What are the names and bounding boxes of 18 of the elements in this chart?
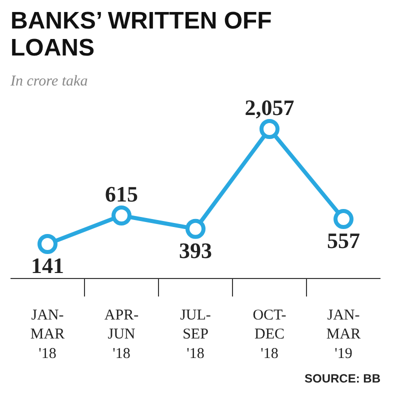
source-note: SOURCE: BB [304,372,381,386]
point [112,206,132,226]
point [38,234,58,254]
data-label: 393 [179,238,212,263]
x-tick-label: JUL-SEP '18 [180,308,211,362]
data-label: 615 [105,182,138,207]
data-label: 2,057 [244,95,294,120]
point [186,218,206,239]
data-label: 141 [31,253,64,278]
x-tick-label: JAN-MAR '19 [326,308,361,362]
x-tick-label: APR-JUN '18 [104,308,139,362]
x-tick-label: OCT-DEC '18 [252,308,286,362]
point [334,209,354,230]
x-tick-label: JAN-MAR '18 [30,308,65,362]
chart-subtitle: In crore taka [10,74,88,90]
data-label: 557 [327,228,360,254]
chart-title: BANKS’ WRITTEN OFF LOANS [10,8,272,62]
point [260,119,280,139]
